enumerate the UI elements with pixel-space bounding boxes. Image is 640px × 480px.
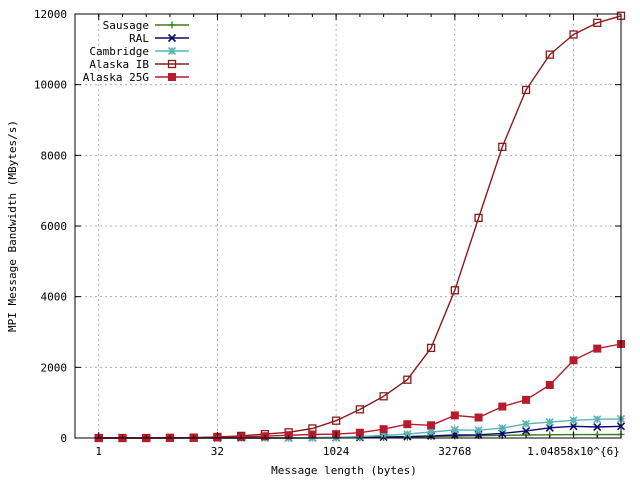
x-axis-title: Message length (bytes) — [271, 464, 417, 477]
series-alaska-25g-point — [403, 420, 412, 429]
series-alaska-ib-point — [379, 392, 388, 401]
series-alaska-ib-point — [569, 30, 578, 39]
y-tick-label: 10000 — [34, 79, 67, 92]
legend-entry-ral: RAL — [129, 32, 189, 45]
series-alaska-25g-point — [450, 411, 459, 420]
series-cambridge-point — [427, 427, 436, 437]
series-alaska-ib-point — [450, 286, 459, 295]
series-cambridge-point — [403, 430, 412, 439]
series-alaska-25g-line — [98, 343, 622, 439]
series-alaska-ib-point — [545, 50, 554, 59]
series-cambridge-point — [474, 426, 483, 435]
series-ral-point — [521, 426, 531, 435]
series-alaska-25g-point — [379, 425, 388, 434]
series-cambridge-point — [498, 424, 507, 433]
x-tick-label: 1024 — [323, 445, 350, 458]
x-tick-label: 32768 — [438, 445, 471, 458]
series-alaska-ib-line — [98, 15, 622, 439]
x-tick-label: 1.04858x10^{6} — [527, 445, 620, 458]
y-axis-title: MPI Message Bandwidth (MBytes/s) — [6, 120, 19, 332]
series-alaska-ib-point — [498, 142, 507, 152]
series-alaska-25g — [94, 340, 625, 442]
x-tick-label: 32 — [211, 445, 224, 458]
series-alaska-ib-point — [474, 213, 483, 223]
series-alaska-25g-point — [427, 421, 436, 430]
series-cambridge-point — [450, 425, 459, 434]
series-alaska-ib-point — [521, 85, 531, 95]
series-alaska-25g-point — [522, 395, 531, 404]
legend-entry-alaska-25g: Alaska 25G — [83, 71, 189, 84]
series-alaska-ib-point — [593, 18, 602, 27]
y-tick-label: 8000 — [41, 149, 68, 162]
series-ral-point — [593, 422, 602, 432]
legend-entry-cambridge: Cambridge — [89, 45, 189, 58]
series-alaska-25g-point — [545, 381, 554, 389]
legend-marker — [168, 21, 176, 29]
legend-label: Alaska IB — [89, 58, 149, 71]
series-cambridge-point — [521, 419, 531, 428]
y-tick-label: 6000 — [41, 220, 68, 233]
series-cambridge-point — [569, 416, 578, 425]
legend-label: RAL — [129, 32, 149, 45]
legend-label: Cambridge — [89, 45, 149, 58]
series-alaska-ib-point — [355, 405, 365, 414]
legend-label: Alaska 25G — [83, 71, 149, 84]
series-alaska-25g-point — [569, 356, 578, 365]
series-alaska-ib-point — [331, 416, 341, 425]
series-cambridge-point — [545, 418, 554, 427]
series-ral-point — [569, 422, 578, 431]
series-alaska-25g-point — [593, 344, 602, 353]
y-tick-label: 0 — [60, 432, 67, 445]
series-cambridge-point — [593, 415, 602, 424]
legend-marker — [167, 46, 177, 56]
legend-marker — [167, 59, 177, 69]
axis-ticks: 1 32 1024 32768 1.04858x10^{6} 0 2000 4000 6000 8… — [34, 8, 622, 458]
series-alaska-25g-point — [498, 402, 507, 411]
series-alaska-25g-point — [474, 413, 483, 422]
x-tick-label: 1 — [95, 445, 102, 458]
legend-marker — [168, 73, 176, 81]
y-tick-label: 4000 — [41, 291, 68, 304]
legend-marker — [167, 33, 177, 43]
y-tick-label: 2000 — [41, 361, 68, 374]
legend-entry-alaska-ib: Alaska IB — [89, 58, 189, 71]
legend-label: Sausage — [103, 19, 149, 32]
series-alaska-ib-point — [426, 343, 436, 353]
y-tick-label: 12000 — [34, 8, 67, 21]
series-alaska-ib-point — [403, 375, 412, 384]
legend-entry-sausage: Sausage — [103, 19, 189, 32]
